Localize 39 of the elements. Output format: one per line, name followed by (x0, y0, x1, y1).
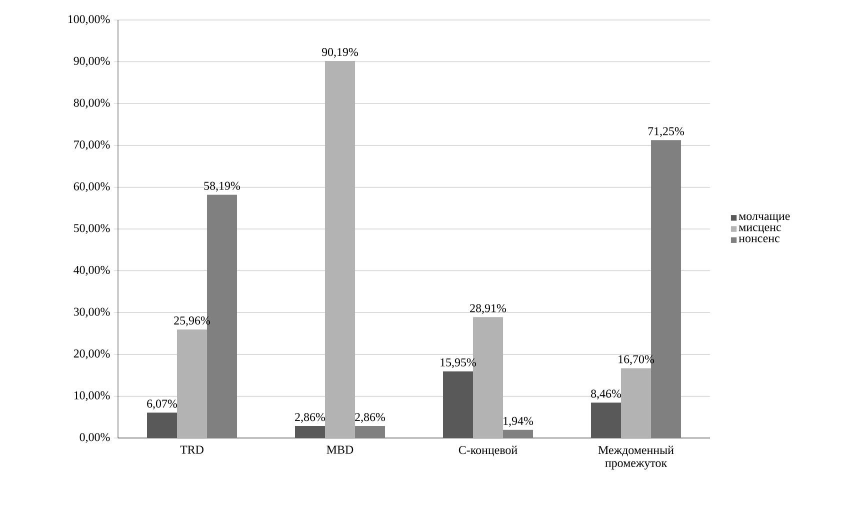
data-label: 58,19% (204, 182, 240, 192)
y-tick-label: 60,00% (74, 182, 110, 192)
data-label: 2,86% (295, 413, 326, 423)
data-label: 90,19% (322, 48, 358, 58)
bar (621, 368, 652, 438)
y-tick-label: 40,00% (74, 266, 110, 276)
y-tick-label: 80,00% (74, 98, 110, 108)
y-tick-label: 100,00% (68, 15, 110, 25)
y-tick-label: 10,00% (74, 391, 110, 402)
data-label: 16,70% (618, 355, 654, 365)
data-label: 1,94% (504, 416, 534, 427)
data-label: 25,96% (174, 316, 210, 326)
legend-label: мисценс (738, 225, 781, 234)
y-tick-label: 50,00% (74, 224, 110, 234)
data-label: 28,91% (470, 304, 506, 314)
bar (295, 426, 325, 438)
bar (355, 426, 386, 438)
bar (147, 412, 177, 438)
legend-label: нонсенс (738, 236, 780, 242)
data-label: 71,25% (648, 127, 684, 137)
x-tick-label: Междоменный промежуток (598, 446, 674, 470)
y-tick-label: 90,00% (74, 56, 110, 67)
x-tick-label: С-концевой (458, 446, 518, 456)
y-tick-label: 20,00% (74, 350, 110, 360)
bar (591, 402, 622, 438)
bar (443, 371, 474, 438)
data-label: 2,86% (355, 413, 386, 423)
data-label: 15,95% (440, 358, 476, 368)
data-label: 8,46% (591, 390, 622, 400)
legend-label: молчащие (738, 214, 790, 222)
x-tick-label: TRD (180, 446, 204, 454)
bar (177, 329, 207, 438)
y-tick-label: 70,00% (74, 140, 110, 150)
data-label: 6,07% (147, 400, 178, 410)
bar (325, 61, 356, 438)
y-tick-label: 0,00% (80, 433, 110, 443)
x-tick-label: MBD (326, 446, 354, 454)
bar (503, 430, 534, 438)
y-tick-label: 30,00% (74, 308, 110, 318)
